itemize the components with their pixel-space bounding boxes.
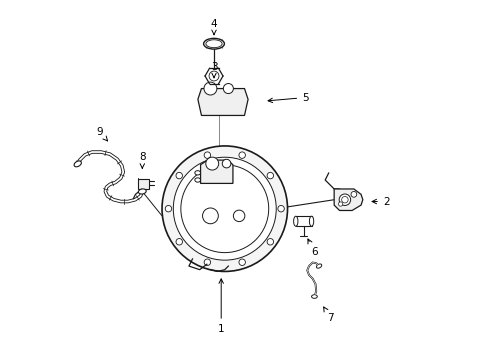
Circle shape <box>266 172 273 179</box>
Bar <box>137 179 149 189</box>
Circle shape <box>202 208 218 224</box>
Circle shape <box>205 157 218 170</box>
Text: 6: 6 <box>307 239 317 257</box>
Ellipse shape <box>194 178 200 182</box>
Ellipse shape <box>194 171 200 175</box>
Text: 7: 7 <box>323 307 333 323</box>
Text: 1: 1 <box>218 279 224 334</box>
Circle shape <box>203 82 217 95</box>
Circle shape <box>239 259 245 265</box>
Polygon shape <box>200 160 232 183</box>
Circle shape <box>350 192 356 197</box>
Circle shape <box>181 165 268 253</box>
Circle shape <box>176 172 182 179</box>
Circle shape <box>339 194 350 206</box>
Ellipse shape <box>316 264 321 268</box>
Polygon shape <box>198 89 247 116</box>
Ellipse shape <box>293 216 297 226</box>
Circle shape <box>203 259 210 265</box>
Bar <box>295 216 311 226</box>
Text: 8: 8 <box>139 152 145 168</box>
Circle shape <box>266 239 273 245</box>
Circle shape <box>223 84 233 94</box>
Circle shape <box>338 202 342 206</box>
Text: 5: 5 <box>267 93 308 103</box>
Ellipse shape <box>138 189 146 194</box>
Circle shape <box>165 206 171 212</box>
Ellipse shape <box>74 161 81 167</box>
Circle shape <box>209 71 219 81</box>
Ellipse shape <box>203 39 224 49</box>
Circle shape <box>341 197 347 203</box>
Circle shape <box>233 210 244 222</box>
Circle shape <box>203 152 210 158</box>
Circle shape <box>239 152 245 158</box>
Polygon shape <box>333 189 362 211</box>
Ellipse shape <box>311 295 317 298</box>
Text: 9: 9 <box>96 127 107 141</box>
Circle shape <box>173 157 276 260</box>
Circle shape <box>176 239 182 245</box>
Text: 2: 2 <box>371 197 388 207</box>
Ellipse shape <box>205 40 222 48</box>
Circle shape <box>162 146 287 271</box>
Ellipse shape <box>309 216 313 226</box>
Circle shape <box>277 206 284 212</box>
Text: 3: 3 <box>210 62 217 78</box>
Circle shape <box>222 159 230 168</box>
Text: 4: 4 <box>210 19 217 35</box>
